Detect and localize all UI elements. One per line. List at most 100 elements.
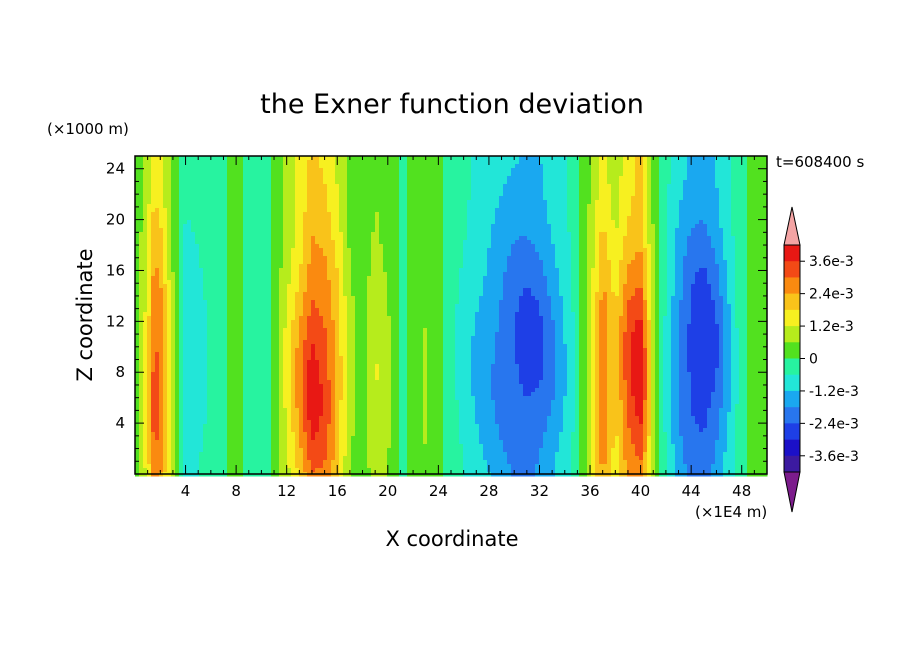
contour-cell xyxy=(303,232,308,237)
contour-cell xyxy=(719,224,724,229)
contour-cell xyxy=(627,156,632,161)
contour-cell xyxy=(223,156,228,161)
contour-cell xyxy=(439,256,444,261)
contour-cell xyxy=(235,172,240,177)
contour-cell xyxy=(423,252,428,257)
contour-cell xyxy=(407,256,412,261)
contour-cell xyxy=(371,160,376,165)
contour-cell xyxy=(267,196,272,201)
contour-cell xyxy=(327,252,332,257)
contour-cell xyxy=(411,168,416,173)
contour-cell xyxy=(543,244,548,249)
contour-cell xyxy=(499,160,504,165)
contour-cell xyxy=(439,228,444,233)
contour-cell xyxy=(399,228,404,233)
contour-cell xyxy=(407,236,412,241)
contour-cell xyxy=(651,216,656,221)
contour-cell xyxy=(315,192,320,197)
contour-cell xyxy=(639,176,644,181)
contour-cell xyxy=(703,276,708,281)
contour-cell xyxy=(663,244,668,249)
contour-cell xyxy=(359,236,364,241)
contour-cell xyxy=(347,244,352,249)
contour-cell xyxy=(335,240,340,245)
contour-cell xyxy=(331,268,336,273)
contour-cell xyxy=(391,240,396,245)
contour-cell xyxy=(323,168,328,173)
contour-cell xyxy=(419,188,424,193)
contour-cell xyxy=(583,272,588,277)
contour-cell xyxy=(235,208,240,213)
contour-cell xyxy=(451,208,456,213)
contour-cell xyxy=(679,164,684,169)
contour-cell xyxy=(371,188,376,193)
contour-cell xyxy=(579,160,584,165)
contour-cell xyxy=(679,224,684,229)
contour-cell xyxy=(511,232,516,237)
contour-cell xyxy=(627,272,632,277)
contour-cell xyxy=(255,204,260,209)
contour-cell xyxy=(759,248,764,253)
contour-cell xyxy=(367,236,372,241)
contour-cell xyxy=(595,196,600,201)
contour-cell xyxy=(639,272,644,277)
contour-cell xyxy=(299,228,304,233)
contour-cell xyxy=(691,220,696,225)
contour-cell xyxy=(287,188,292,193)
contour-cell xyxy=(319,160,324,165)
contour-cell xyxy=(339,236,344,241)
contour-cell xyxy=(735,176,740,181)
contour-cell xyxy=(623,156,628,161)
contour-cell xyxy=(671,216,676,221)
contour-cell xyxy=(335,180,340,185)
contour-cell xyxy=(435,188,440,193)
contour-cell xyxy=(339,256,344,261)
contour-cell xyxy=(527,180,532,185)
contour-cell xyxy=(747,168,752,173)
contour-cell xyxy=(255,168,260,173)
contour-cell xyxy=(299,276,304,281)
contour-cell xyxy=(183,168,188,173)
contour-cell xyxy=(483,196,488,201)
contour-cell xyxy=(467,172,472,177)
contour-cell xyxy=(211,236,216,241)
contour-cell xyxy=(143,228,148,233)
contour-cell xyxy=(551,260,556,265)
contour-cell xyxy=(503,224,508,229)
contour-cell xyxy=(347,252,352,257)
contour-cell xyxy=(275,232,280,237)
contour-cell xyxy=(135,264,140,269)
contour-cell xyxy=(439,232,444,237)
contour-cell xyxy=(735,164,740,169)
contour-cell xyxy=(731,244,736,249)
contour-cell xyxy=(379,212,384,217)
contour-cell xyxy=(231,168,236,173)
contour-cell xyxy=(407,192,412,197)
contour-cell xyxy=(679,276,684,281)
contour-cell xyxy=(575,272,580,277)
contour-cell xyxy=(295,224,300,229)
contour-cell xyxy=(139,208,144,213)
contour-cell xyxy=(455,260,460,265)
contour-cell xyxy=(751,176,756,181)
contour-cell xyxy=(511,236,516,241)
contour-cell xyxy=(403,280,408,285)
contour-cell xyxy=(731,172,736,177)
contour-cell xyxy=(627,192,632,197)
contour-cell xyxy=(615,172,620,177)
contour-cell xyxy=(499,256,504,261)
contour-cell xyxy=(691,164,696,169)
contour-cell xyxy=(659,224,664,229)
contour-cell xyxy=(695,256,700,261)
contour-cell xyxy=(435,212,440,217)
contour-cell xyxy=(555,208,560,213)
contour-cell xyxy=(727,168,732,173)
contour-cell xyxy=(439,244,444,249)
contour-cell xyxy=(339,188,344,193)
contour-cell xyxy=(459,276,464,281)
contour-cell xyxy=(291,248,296,253)
contour-cell xyxy=(391,192,396,197)
contour-cell xyxy=(595,156,600,161)
contour-cell xyxy=(663,212,668,217)
contour-cell xyxy=(323,172,328,177)
